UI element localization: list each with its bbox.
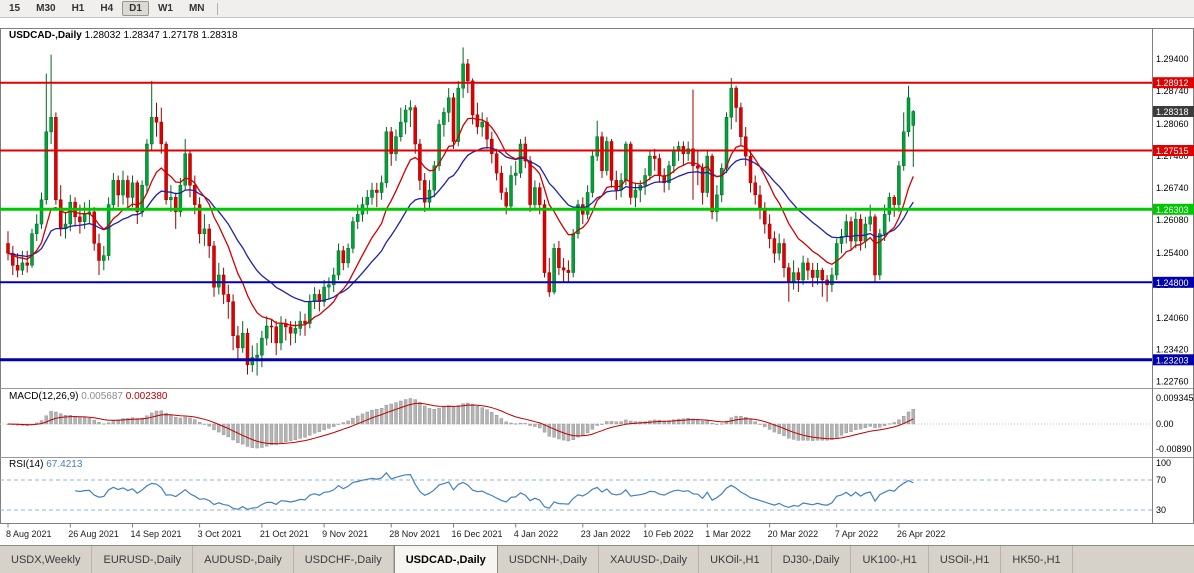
time-axis[interactable]: 8 Aug 2021 26 Aug 2021 14 Sep 2021 3 Oct 20… <box>6 523 946 540</box>
date-axis-label: 14 Sep 2021 <box>131 529 182 539</box>
toolbar-separator <box>216 2 218 15</box>
price-axis-label: 1.23420 <box>1156 344 1189 354</box>
chart-tab-usdcad-daily[interactable]: USDCAD-,Daily <box>393 546 498 573</box>
moving-averages <box>7 117 914 327</box>
rsi-title: RSI(14) 67.4213 <box>9 459 82 470</box>
price-level-badge <box>1153 145 1194 156</box>
current-price-badge <box>1153 106 1194 117</box>
chart-tab-usdx-weekly[interactable]: USDX,Weekly <box>0 546 93 573</box>
price-axis[interactable]: 1.29400 1.28740 1.28060 1.27400 1.26740 1.260… <box>1156 54 1189 386</box>
ema-fast-line <box>7 117 914 327</box>
macd-signal-value: 0.002380 <box>125 391 168 402</box>
price-axis-label: 1.28740 <box>1156 86 1189 96</box>
svg-text:1.28318: 1.28318 <box>1156 107 1189 117</box>
period-button-d1[interactable]: D1 <box>122 1 149 16</box>
date-axis-label: 26 Apr 2022 <box>897 529 946 539</box>
rsi-axis-label: 70 <box>1156 475 1166 485</box>
rsi-line <box>75 471 914 511</box>
svg-text:1.26303: 1.26303 <box>1156 205 1189 215</box>
price-axis-label: 1.26080 <box>1156 215 1189 225</box>
macd-signal-line <box>7 402 914 445</box>
rsi-label: RSI(14) <box>9 459 44 470</box>
price-axis-label: 1.26740 <box>1156 183 1189 193</box>
svg-text:1.28912: 1.28912 <box>1156 78 1189 88</box>
date-axis-label: 20 Mar 2022 <box>768 529 819 539</box>
date-axis-label: 26 Aug 2021 <box>68 529 119 539</box>
date-axis-label: 23 Jan 2022 <box>581 529 631 539</box>
macd-axis[interactable]: 0.009345 0.00 -0.00890 <box>1156 393 1194 454</box>
price-axis-label: 1.29400 <box>1156 54 1189 64</box>
date-axis-label: 21 Oct 2021 <box>260 529 309 539</box>
macd-axis-label: 0.009345 <box>1156 393 1194 403</box>
period-button-mn[interactable]: MN <box>188 3 205 14</box>
date-axis-label: 8 Aug 2021 <box>6 529 52 539</box>
chart-tab-uk100-h1[interactable]: UK100-,H1 <box>851 546 929 573</box>
price-level-badge <box>1153 77 1194 89</box>
rsi-pane <box>0 471 1152 511</box>
price-level-badge <box>1153 203 1194 215</box>
date-axis-label: 1 Mar 2022 <box>705 529 751 539</box>
price-axis-label: 1.22760 <box>1156 376 1189 386</box>
date-axis-label: 9 Nov 2021 <box>322 529 368 539</box>
date-axis-label: 7 Apr 2022 <box>835 529 879 539</box>
period-button-m30[interactable]: M30 <box>36 3 56 14</box>
period-button-h1[interactable]: H1 <box>71 3 85 14</box>
chart-tab-xauusd-daily[interactable]: XAUUSD-,Daily <box>599 546 700 573</box>
rsi-value: 67.4213 <box>46 459 83 470</box>
macd-title: MACD(12,26,9) 0.005687 0.002380 <box>9 391 167 402</box>
svg-text:1.27515: 1.27515 <box>1156 146 1189 156</box>
chart-tab-audusd-daily[interactable]: AUDUSD-,Daily <box>193 546 294 573</box>
period-button-w1[interactable]: W1 <box>157 3 173 14</box>
period-button-15[interactable]: 15 <box>9 3 21 14</box>
svg-text:1.23203: 1.23203 <box>1156 355 1189 365</box>
candles <box>6 47 916 376</box>
macd-axis-label: 0.00 <box>1156 419 1174 429</box>
chart-tab-eurusd-daily[interactable]: EURUSD-,Daily <box>92 546 194 573</box>
chart-tab-dj30-daily[interactable]: DJ30-,Daily <box>772 546 852 573</box>
chart-area[interactable]: 1.29400 1.28740 1.28060 1.27400 1.26740 1.260… <box>0 18 1194 545</box>
price-badges: 1.28912 1.27515 1.26303 1.24800 1.23203 1.283… <box>1153 77 1194 366</box>
chart-tab-ukoil-h1[interactable]: UKOil-,H1 <box>699 546 772 573</box>
price-axis-label: 1.27400 <box>1156 151 1189 161</box>
rsi-axis-label: 100 <box>1156 458 1171 468</box>
price-level-badge <box>1153 354 1194 366</box>
date-axis-label: 16 Dec 2021 <box>452 529 503 539</box>
rsi-axis[interactable]: 100 70 30 <box>1156 458 1171 515</box>
chart-ohlc-values: 1.28032 1.28347 1.27178 1.28318 <box>84 30 238 41</box>
period-button-h4[interactable]: H4 <box>100 3 114 14</box>
chart-tab-usdcnh-daily[interactable]: USDCNH-,Daily <box>498 546 600 573</box>
price-axis-label: 1.24060 <box>1156 313 1189 323</box>
price-level-lines[interactable] <box>0 81 1152 362</box>
macd-label: MACD(12,26,9) <box>9 391 79 402</box>
svg-text:1.24800: 1.24800 <box>1156 278 1189 288</box>
chart-tabs-bar: USDX,Weekly EURUSD-,Daily AUDUSD-,Daily USD… <box>0 545 1194 573</box>
chart-canvas[interactable]: 1.29400 1.28740 1.28060 1.27400 1.26740 1.260… <box>0 18 1194 545</box>
date-axis-label: 3 Oct 2021 <box>198 529 242 539</box>
macd-pane <box>0 398 1152 449</box>
chart-title: USDCAD-,Daily 1.28032 1.28347 1.27178 1.… <box>9 30 238 41</box>
price-axis-label: 1.25400 <box>1156 248 1189 258</box>
ema-slow-line <box>7 146 914 303</box>
price-axis-label: 1.28060 <box>1156 119 1189 129</box>
date-axis-label: 28 Nov 2021 <box>389 529 440 539</box>
chart-tab-usdchf-daily[interactable]: USDCHF-,Daily <box>294 546 394 573</box>
period-toolbar: 15 M30 H1 H4 D1 W1 MN <box>0 0 1194 18</box>
chart-tab-usoil-h1[interactable]: USOil-,H1 <box>929 546 1002 573</box>
chart-symbol-label: USDCAD-,Daily <box>9 30 82 41</box>
chart-tab-hk50-h1[interactable]: HK50-,H1 <box>1001 546 1073 573</box>
date-axis-label: 4 Jan 2022 <box>514 529 559 539</box>
rsi-axis-label: 30 <box>1156 505 1166 515</box>
chart-frame <box>0 28 1194 524</box>
date-axis-label: 10 Feb 2022 <box>643 529 694 539</box>
macd-main-value: 0.005687 <box>81 391 123 402</box>
macd-axis-label: -0.00890 <box>1156 444 1192 454</box>
price-level-badge <box>1153 276 1194 288</box>
